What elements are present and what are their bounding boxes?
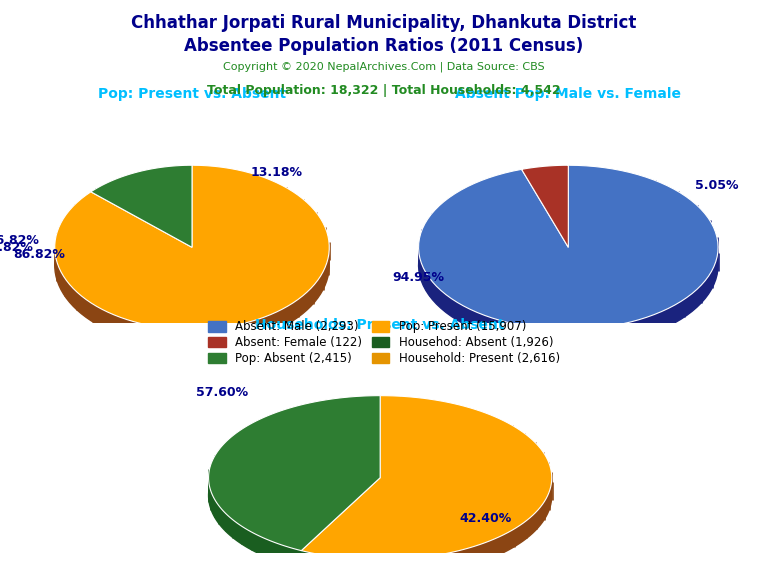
Polygon shape (521, 165, 568, 247)
Polygon shape (91, 165, 192, 247)
Text: Total Population: 18,322 | Total Households: 4,542: Total Population: 18,322 | Total Househo… (207, 84, 561, 97)
Text: 86.82%: 86.82% (0, 234, 39, 247)
Polygon shape (55, 183, 329, 347)
Text: 57.60%: 57.60% (196, 386, 248, 399)
Legend: Absent: Male (2,293), Absent: Female (122), Pop: Absent (2,415), Pop: Present (1: Absent: Male (2,293), Absent: Female (12… (208, 320, 560, 365)
Polygon shape (301, 396, 551, 560)
Title: Absent Pop: Male vs. Female: Absent Pop: Male vs. Female (455, 87, 681, 101)
Text: 86.82%: 86.82% (13, 248, 65, 261)
Text: 94.95%: 94.95% (392, 271, 445, 284)
Polygon shape (209, 396, 380, 551)
Text: 86.82%: 86.82% (0, 241, 34, 254)
Text: 13.18%: 13.18% (250, 165, 302, 179)
Polygon shape (91, 183, 192, 265)
Text: Copyright © 2020 NepalArchives.Com | Data Source: CBS: Copyright © 2020 NepalArchives.Com | Dat… (223, 62, 545, 72)
Text: 5.05%: 5.05% (695, 179, 739, 192)
Polygon shape (301, 414, 551, 576)
Polygon shape (419, 183, 718, 347)
Title: Pop: Present vs. Absent: Pop: Present vs. Absent (98, 87, 286, 101)
Polygon shape (521, 183, 568, 265)
Polygon shape (55, 165, 329, 329)
Text: Absentee Population Ratios (2011 Census): Absentee Population Ratios (2011 Census) (184, 37, 584, 55)
Polygon shape (209, 414, 380, 569)
Polygon shape (419, 165, 718, 329)
Title: Households: Present vs. Absent: Households: Present vs. Absent (256, 317, 505, 332)
Text: Chhathar Jorpati Rural Municipality, Dhankuta District: Chhathar Jorpati Rural Municipality, Dha… (131, 14, 637, 32)
Text: 42.40%: 42.40% (459, 512, 512, 525)
